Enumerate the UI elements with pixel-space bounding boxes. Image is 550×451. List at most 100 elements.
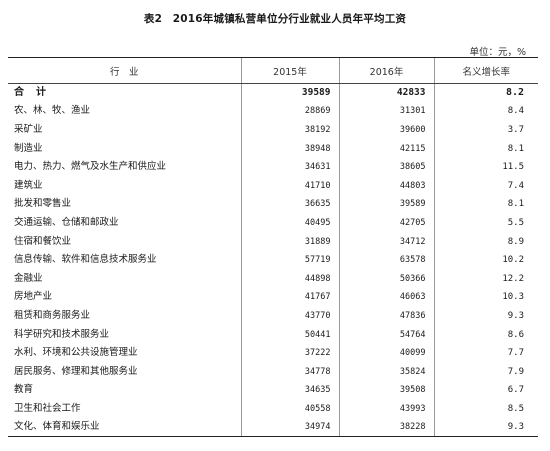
value-2015-cell: 31889	[240, 232, 339, 251]
value-2016-cell: 42115	[338, 139, 434, 158]
industry-cell: 水利、环境和公共设施管理业	[14, 347, 138, 359]
value-2016-cell: 31301	[338, 102, 434, 121]
value-2016-cell: 44803	[338, 176, 434, 196]
header-row: 行 业 2015年 2016年 名义增长率	[8, 57, 538, 84]
table-row: 住宿和餐饮业 31889 34712 8.9	[8, 232, 538, 251]
growth-rate-cell: 7.9	[433, 362, 538, 381]
value-2016-cell: 54764	[338, 325, 434, 344]
table-row: 居民服务、修理和其他服务业 34778 35824 7.9	[8, 362, 538, 381]
table-row: 房地产业 41767 46063 10.3	[8, 288, 538, 307]
growth-rate-cell: 9.3	[433, 306, 538, 326]
industry-cell: 教育	[14, 384, 34, 396]
value-2015-cell: 34631	[240, 157, 339, 177]
value-2015-cell: 34778	[240, 362, 339, 381]
industry-cell: 批发和零售业	[14, 198, 72, 210]
table-row: 建筑业 41710 44803 7.4	[8, 176, 538, 196]
header-2015: 2015年	[240, 57, 339, 84]
industry-cell: 农、林、牧、渔业	[14, 105, 91, 117]
table-row: 交通运输、仓储和邮政业 40495 42705 5.5	[8, 213, 538, 233]
table-row: 水利、环境和公共设施管理业 37222 40099 7.7	[8, 343, 538, 363]
value-2015-cell: 36635	[240, 195, 339, 214]
value-2015-cell: 50441	[240, 325, 339, 344]
value-2015-cell: 41767	[240, 288, 339, 307]
growth-rate-cell: 5.5	[433, 213, 538, 233]
industry-cell: 制造业	[14, 142, 43, 154]
growth-rate-cell: 10.2	[433, 250, 538, 270]
table-row: 科学研究和技术服务业 50441 54764 8.6	[8, 325, 538, 344]
value-2015-cell: 38192	[240, 120, 339, 140]
value-2016-cell: 40099	[338, 343, 434, 363]
value-2015-cell: 34974	[240, 418, 339, 438]
header-industry: 行 业	[8, 57, 241, 84]
value-2016-cell: 47836	[338, 306, 434, 326]
header-growth: 名义增长率	[433, 57, 538, 84]
value-2016-cell: 39600	[338, 120, 434, 140]
industry-cell: 采矿业	[14, 123, 43, 135]
growth-rate-cell: 9.3	[433, 418, 538, 438]
value-2015-cell: 37222	[240, 343, 339, 363]
header-2016: 2016年	[338, 57, 434, 84]
value-2016-cell: 38228	[338, 418, 434, 438]
value-2015-cell: 40558	[240, 399, 339, 419]
total-row: 合 计 39589 42833 8.2	[8, 83, 538, 103]
value-2015-cell: 38948	[240, 139, 339, 158]
growth-rate-cell: 8.9	[433, 232, 538, 251]
growth-rate-cell: 3.7	[433, 120, 538, 140]
value-2015-cell: 43770	[240, 306, 339, 326]
industry-cell: 租赁和商务服务业	[14, 309, 91, 321]
value-2015-cell: 57719	[240, 250, 339, 270]
value-2016-cell: 35824	[338, 362, 434, 381]
value-2015-cell: 40495	[240, 213, 339, 233]
value-2016-cell: 39508	[338, 381, 434, 400]
value-2016-cell: 34712	[338, 232, 434, 251]
table-row: 金融业 44898 50366 12.2	[8, 269, 538, 289]
table-title: 表2 2016年城镇私营单位分行业就业人员年平均工资	[143, 13, 407, 25]
industry-cell: 建筑业	[14, 179, 43, 191]
industry-cell: 卫生和社会工作	[14, 402, 81, 414]
value-2015-cell: 28869	[240, 102, 339, 121]
value-2016-cell: 50366	[338, 269, 434, 289]
value-2016-cell: 42705	[338, 213, 434, 233]
industry-cell: 文化、体育和娱乐业	[8, 418, 241, 438]
table-row: 教育 34635 39508 6.7	[8, 381, 538, 400]
value-2016-cell: 46063	[338, 288, 434, 307]
industry-cell: 交通运输、仓储和邮政业	[14, 216, 119, 228]
table-row: 文化、体育和娱乐业 34974 38228 9.3	[8, 418, 538, 438]
unit-note: 单位：元，%	[469, 47, 526, 58]
industry-cell: 电力、热力、燃气及水生产和供应业	[14, 161, 167, 173]
table-row: 信息传输、软件和信息技术服务业 57719 63578 10.2	[8, 250, 538, 270]
growth-rate-cell: 6.7	[433, 381, 538, 400]
growth-rate-cell: 8.5	[433, 399, 538, 419]
table-row: 卫生和社会工作 40558 43993 8.5	[8, 399, 538, 419]
industry-cell: 房地产业	[14, 291, 53, 303]
wage-table: 行 业 2015年 2016年 名义增长率 合 计 39589 42833 8.2 农、…	[8, 57, 538, 438]
value-2015-cell: 41710	[240, 176, 339, 196]
growth-rate-cell: 11.5	[433, 157, 538, 177]
growth-rate-cell: 10.3	[433, 288, 538, 307]
growth-rate-cell: 8.1	[433, 139, 538, 158]
industry-cell: 居民服务、修理和其他服务业	[14, 365, 138, 377]
industry-cell: 金融业	[14, 272, 43, 284]
growth-rate-cell: 8.6	[433, 325, 538, 344]
growth-rate-cell: 8.4	[433, 102, 538, 121]
table-row: 农、林、牧、渔业 28869 31301 8.4	[8, 102, 538, 121]
growth-rate-cell: 12.2	[433, 269, 538, 289]
table-body: 合 计 39589 42833 8.2 农、林、牧、渔业 28869 31301 8.4 采矿业…	[8, 83, 538, 438]
table-row: 批发和零售业 36635 39589 8.1	[8, 195, 538, 214]
value-2015-cell: 44898	[240, 269, 339, 289]
table-header: 行 业 2015年 2016年 名义增长率	[8, 57, 538, 84]
value-2016-cell: 38605	[338, 157, 434, 177]
growth-rate-cell: 7.7	[433, 343, 538, 363]
growth-rate-cell: 8.1	[433, 195, 538, 214]
table-row: 租赁和商务服务业 43770 47836 9.3	[8, 306, 538, 326]
table-row: 制造业 38948 42115 8.1	[8, 139, 538, 158]
value-2016-cell: 63578	[338, 250, 434, 270]
industry-cell: 信息传输、软件和信息技术服务业	[14, 254, 157, 266]
value-2016-cell: 39589	[338, 195, 434, 214]
value-2015-cell: 39589	[240, 83, 339, 103]
value-2016-cell: 43993	[338, 399, 434, 419]
growth-rate-cell: 8.2	[433, 83, 538, 103]
industry-cell: 住宿和餐饮业	[14, 235, 72, 247]
value-2015-cell: 34635	[240, 381, 339, 400]
industry-cell: 合 计	[14, 87, 47, 99]
